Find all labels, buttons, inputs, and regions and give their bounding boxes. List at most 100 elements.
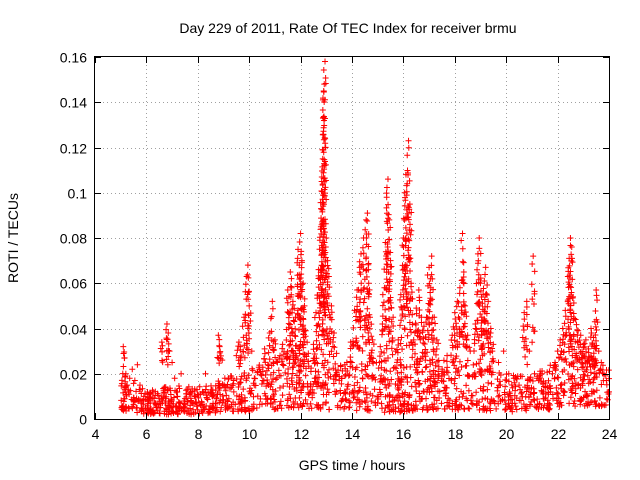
baseline-point	[337, 387, 344, 394]
spike-point	[460, 273, 467, 280]
baseline-point	[463, 382, 470, 389]
spike-point	[292, 325, 299, 332]
baseline-point	[290, 364, 297, 371]
baseline-point	[349, 388, 356, 395]
baseline-point	[584, 372, 591, 379]
spike-point	[428, 296, 435, 303]
baseline-point	[268, 379, 275, 386]
spike-point	[361, 317, 368, 324]
baseline-point	[544, 404, 551, 411]
spike-point	[318, 272, 325, 279]
axis-ticks: 4 6 8 10 12 14 16 18 20 22 24 0 0.02 0.04 0.06 0.08 0.1 0…	[60, 50, 618, 443]
spike-point	[411, 361, 418, 368]
baseline-point	[424, 376, 431, 383]
baseline-point	[217, 397, 224, 404]
spike-point	[389, 337, 396, 344]
spike-point	[159, 348, 166, 355]
data-point	[271, 336, 278, 343]
baseline-point	[290, 404, 297, 411]
spike-point	[356, 258, 363, 265]
baseline-point	[350, 394, 357, 401]
baseline-point	[130, 380, 137, 387]
baseline-point	[324, 369, 331, 376]
baseline-point	[228, 384, 235, 391]
baseline-point	[237, 379, 244, 386]
spike-point	[592, 307, 599, 314]
baseline-point	[509, 408, 516, 415]
spike-point	[313, 328, 320, 335]
baseline-point	[263, 367, 270, 374]
baseline-point	[286, 391, 293, 398]
baseline-point	[503, 377, 510, 384]
spike-point	[387, 224, 394, 231]
baseline-point	[465, 387, 472, 394]
baseline-point	[407, 363, 414, 370]
baseline-point	[122, 378, 129, 385]
spike-point	[427, 289, 434, 296]
baseline-point	[416, 380, 423, 387]
spike-point	[398, 317, 405, 324]
baseline-point	[452, 398, 459, 405]
spike-point	[593, 326, 600, 333]
baseline-point	[398, 375, 405, 382]
baseline-point	[356, 403, 363, 410]
spike-point	[320, 88, 327, 95]
baseline-point	[482, 395, 489, 402]
baseline-point	[314, 383, 321, 390]
data-point	[174, 388, 181, 395]
baseline-point	[473, 398, 480, 405]
spike-point	[319, 107, 326, 114]
baseline-point	[438, 377, 445, 384]
baseline-point	[272, 405, 279, 412]
spike-point	[357, 308, 364, 315]
baseline-point	[431, 394, 438, 401]
spike-point	[364, 217, 371, 224]
spike-point	[356, 314, 363, 321]
spike-point	[382, 284, 389, 291]
baseline-point	[431, 401, 438, 408]
data-point	[156, 395, 163, 402]
spike-point	[524, 323, 531, 330]
spike-point	[366, 325, 373, 332]
data-point	[140, 393, 147, 400]
data-point	[481, 277, 488, 284]
data-point	[333, 350, 340, 357]
spike-point	[246, 335, 253, 342]
data-point	[523, 298, 530, 305]
spike-point	[288, 309, 295, 316]
spike-point	[244, 271, 251, 278]
baseline-point	[456, 372, 463, 379]
x-tick-label: 8	[195, 426, 203, 442]
chart-title: Day 229 of 2011, Rate Of TEC Index for r…	[179, 20, 516, 36]
spike-point	[428, 262, 435, 269]
spike-point	[563, 359, 570, 366]
baseline-point	[502, 401, 509, 408]
spike-point	[592, 323, 599, 330]
spike-point	[315, 332, 322, 339]
data-point	[530, 253, 537, 260]
spike-point	[409, 311, 416, 318]
data-point	[197, 391, 204, 398]
spike-point	[409, 346, 416, 353]
baseline-point	[250, 380, 257, 387]
data-point	[202, 370, 209, 377]
baseline-point	[235, 396, 242, 403]
spike-point	[430, 286, 437, 293]
baseline-point	[277, 398, 284, 405]
spike-point	[321, 220, 328, 227]
spike-point	[384, 354, 391, 361]
baseline-point	[398, 361, 405, 368]
baseline-point	[118, 377, 125, 384]
baseline-point	[135, 398, 142, 405]
x-tick-label: 14	[345, 426, 361, 442]
data-point	[297, 230, 304, 237]
data-point	[284, 287, 291, 294]
spike-point	[165, 340, 172, 347]
baseline-point	[358, 360, 365, 367]
spike-point	[272, 340, 279, 347]
spike-point	[273, 358, 280, 365]
spike-point	[475, 360, 482, 367]
spike-point	[405, 216, 412, 223]
spike-point	[320, 199, 327, 206]
spike-point	[477, 356, 484, 363]
